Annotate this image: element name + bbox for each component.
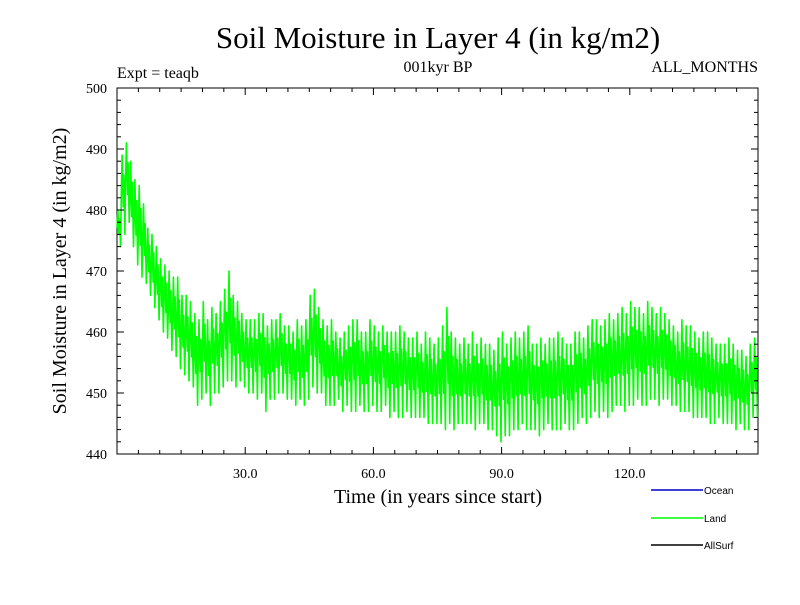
y-tick-label: 480 <box>86 204 107 219</box>
legend: Ocean Land AllSurf <box>651 486 734 552</box>
y-axis-label: Soil Moisture in Layer 4 (in kg/m2) <box>49 128 71 415</box>
subtitle-center: 001kyr BP <box>404 59 473 76</box>
legend-label-land: Land <box>704 514 726 525</box>
series-layer <box>116 142 759 443</box>
subtitle-right: ALL_MONTHS <box>651 59 758 76</box>
y-tick-label: 490 <box>86 143 107 158</box>
y-tick-label: 500 <box>86 82 107 97</box>
y-tick-label: 470 <box>86 265 107 280</box>
x-tick-label: 60.0 <box>361 467 386 482</box>
y-tick-label: 450 <box>86 387 107 402</box>
legend-label-ocean: Ocean <box>704 486 733 497</box>
y-tick-label: 440 <box>86 448 107 463</box>
x-axis-label: Time (in years since start) <box>334 486 542 508</box>
subtitle-left: Expt = teaqb <box>117 65 199 82</box>
legend-label-allsurf: AllSurf <box>704 541 734 552</box>
chart-title: Soil Moisture in Layer 4 (in kg/m2) <box>216 20 660 55</box>
y-tick-label: 460 <box>86 326 107 341</box>
axis-layer: 440 450 460 470 480 490 500 30.0 60.0 90.0 120.0 <box>86 82 758 482</box>
x-tick-label: 90.0 <box>489 467 514 482</box>
x-tick-label: 30.0 <box>233 467 258 482</box>
x-tick-label: 120.0 <box>614 467 646 482</box>
series-line-land <box>116 142 759 443</box>
